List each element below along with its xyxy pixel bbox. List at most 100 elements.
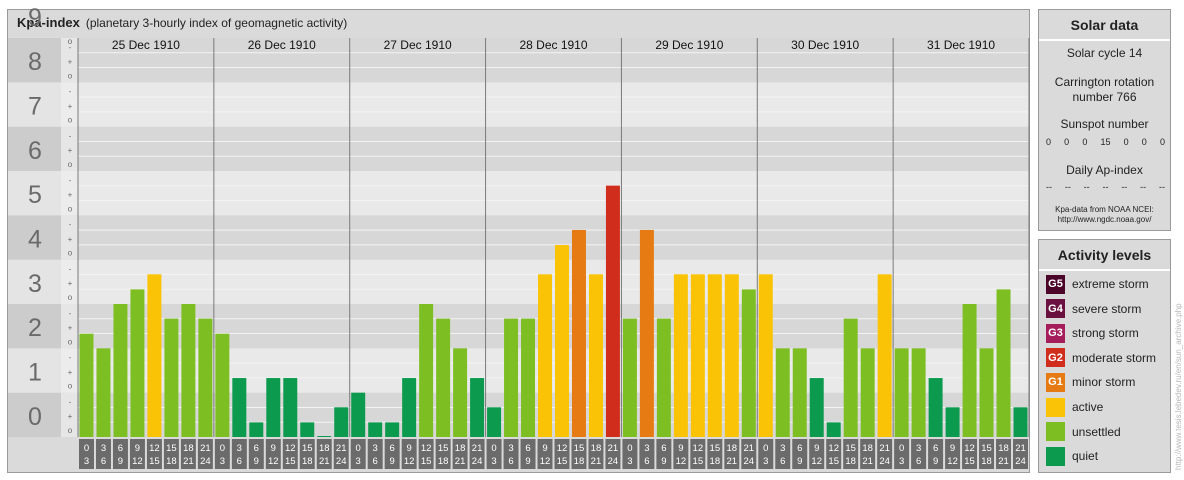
interval-start: 18 xyxy=(862,443,873,454)
interval-cell xyxy=(265,439,281,469)
legend-label: active xyxy=(1072,400,1104,414)
interval-cell xyxy=(299,439,315,469)
interval-end: 21 xyxy=(455,456,466,467)
kp-bar xyxy=(130,289,145,437)
legend-label: moderate storm xyxy=(1072,350,1157,365)
legend-swatch xyxy=(1046,397,1065,417)
minor-mark: o xyxy=(68,37,73,46)
y-tick-label: 0 xyxy=(28,403,42,431)
daily-ap-title: Daily Ap-index xyxy=(1066,163,1143,177)
y-axis-band xyxy=(8,38,61,83)
daily-ap-value: -- xyxy=(1121,182,1128,192)
interval-end: 3 xyxy=(763,456,768,467)
interval-start: 12 xyxy=(693,443,704,454)
interval-start: 0 xyxy=(627,443,632,454)
minor-mark-band xyxy=(61,171,78,216)
interval-start: 9 xyxy=(542,443,547,454)
kp-bar xyxy=(215,333,230,437)
interval-cell xyxy=(554,439,570,469)
interval-start: 18 xyxy=(455,443,466,454)
interval-end: 15 xyxy=(285,456,296,467)
kp-bar xyxy=(402,378,417,437)
legend-item: G5 extreme storm xyxy=(1046,274,1149,294)
minor-mark: + xyxy=(68,235,73,244)
interval-start: 21 xyxy=(608,443,619,454)
interval-cell xyxy=(1013,439,1028,469)
interval-end: 6 xyxy=(373,456,378,467)
kp-bar xyxy=(690,274,705,437)
kp-bar xyxy=(504,318,519,437)
interval-cell xyxy=(367,439,383,469)
interval-cell xyxy=(231,439,247,469)
minor-mark-band xyxy=(61,348,78,393)
interval-end: 12 xyxy=(947,456,958,467)
interval-cell xyxy=(979,439,995,469)
interval-cell xyxy=(690,439,706,469)
chart-subtitle: (planetary 3-hourly index of geomagnetic… xyxy=(85,16,348,30)
legend-swatch: G5 xyxy=(1046,274,1065,294)
interval-start: 18 xyxy=(183,443,194,454)
minor-mark: o xyxy=(68,249,73,258)
daily-ap-value: -- xyxy=(1158,182,1165,192)
minor-mark: o xyxy=(68,337,73,346)
interval-end: 12 xyxy=(132,456,143,467)
interval-start: 6 xyxy=(118,443,123,454)
kp-bar xyxy=(877,274,892,437)
interval-end: 24 xyxy=(744,456,755,467)
interval-start: 21 xyxy=(336,443,347,454)
interval-end: 24 xyxy=(200,456,211,467)
interval-cell xyxy=(401,439,417,469)
minor-mark: - xyxy=(69,220,72,229)
interval-cell xyxy=(316,439,332,469)
y-tick-label: 7 xyxy=(28,93,42,121)
legend-label: unsettled xyxy=(1072,424,1121,439)
interval-end: 6 xyxy=(780,456,785,467)
kp-bar xyxy=(300,422,315,437)
kp-bar xyxy=(79,333,94,437)
interval-cell xyxy=(163,439,179,469)
kp-bar xyxy=(181,304,196,437)
interval-end: 24 xyxy=(336,456,347,467)
minor-mark: + xyxy=(68,191,73,200)
day-label: 25 Dec 1910 xyxy=(112,38,180,52)
day-label: 27 Dec 1910 xyxy=(384,38,452,52)
interval-end: 12 xyxy=(404,456,415,467)
interval-start: 12 xyxy=(828,443,839,454)
activity-levels-title: Activity levels xyxy=(1057,247,1152,263)
kp-bar xyxy=(775,348,790,437)
kp-bar xyxy=(249,422,264,437)
interval-end: 12 xyxy=(811,456,822,467)
y-tick-label: 3 xyxy=(28,270,42,298)
interval-cell xyxy=(826,439,842,469)
interval-cell xyxy=(588,439,604,469)
kp-bar xyxy=(979,348,994,437)
interval-end: 21 xyxy=(319,456,330,467)
interval-cell xyxy=(724,439,740,469)
kp-bar xyxy=(232,378,247,437)
daily-ap-value: -- xyxy=(1140,182,1147,192)
interval-end: 24 xyxy=(608,456,619,467)
y-tick-label: 2 xyxy=(28,314,42,342)
interval-start: 6 xyxy=(933,443,938,454)
day-label: 31 Dec 1910 xyxy=(927,38,995,52)
interval-cell xyxy=(911,439,927,469)
minor-mark-band xyxy=(61,392,78,437)
interval-end: 15 xyxy=(693,456,704,467)
y-tick-label: 9 xyxy=(28,4,42,32)
minor-mark: - xyxy=(69,397,72,406)
solar-cycle: Solar cycle 14 xyxy=(1066,46,1143,60)
kp-bar xyxy=(555,245,569,437)
interval-end: 3 xyxy=(84,456,89,467)
minor-mark: o xyxy=(68,382,73,391)
kp-bar xyxy=(470,378,485,437)
interval-start: 12 xyxy=(964,443,975,454)
interval-start: 21 xyxy=(200,443,211,454)
daily-ap-value: -- xyxy=(1046,182,1052,192)
interval-end: 9 xyxy=(797,456,802,467)
legend-item: quiet xyxy=(1046,446,1098,466)
legend-item: G2 moderate storm xyxy=(1046,348,1156,368)
interval-start: 3 xyxy=(373,443,378,454)
interval-start: 9 xyxy=(271,443,276,454)
kp-bar xyxy=(962,304,977,437)
minor-mark: o xyxy=(68,293,73,302)
